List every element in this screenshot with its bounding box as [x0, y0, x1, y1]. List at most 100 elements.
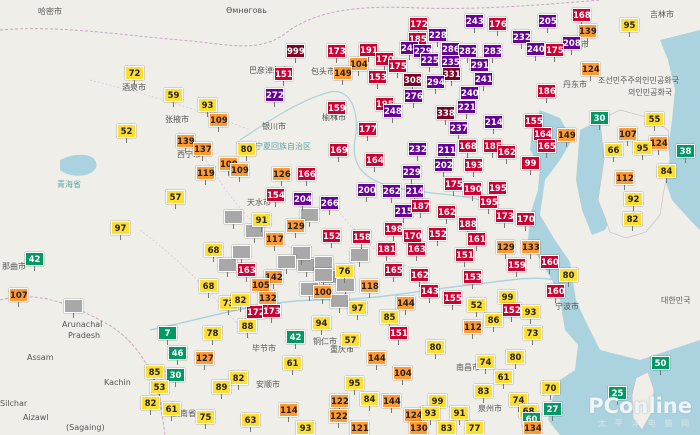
- station-marker[interactable]: 160: [540, 255, 559, 274]
- station-marker[interactable]: 66: [604, 143, 623, 162]
- station-marker[interactable]: 99: [521, 156, 540, 175]
- station-marker[interactable]: 262: [382, 184, 401, 203]
- station-marker[interactable]: 151: [389, 326, 408, 345]
- station-marker[interactable]: 143: [420, 284, 439, 303]
- station-marker[interactable]: 162: [497, 145, 516, 164]
- station-marker[interactable]: 283: [483, 44, 502, 63]
- station-marker[interactable]: 139: [176, 134, 195, 153]
- station-marker[interactable]: 112: [463, 320, 482, 339]
- station-marker[interactable]: 82: [623, 212, 642, 231]
- station-marker[interactable]: 232: [408, 142, 427, 161]
- station-marker[interactable]: 186: [537, 84, 556, 103]
- station-marker[interactable]: 117: [265, 232, 284, 251]
- station-marker[interactable]: 122: [329, 409, 348, 428]
- station-marker[interactable]: 76: [335, 264, 354, 283]
- station-marker[interactable]: 228: [428, 28, 447, 47]
- station-marker[interactable]: 187: [411, 199, 430, 218]
- station-marker[interactable]: 151: [274, 67, 293, 86]
- station-marker[interactable]: 63: [241, 413, 260, 432]
- station-marker[interactable]: 89: [212, 380, 231, 399]
- station-marker[interactable]: 237: [449, 121, 468, 140]
- station-marker[interactable]: 70: [541, 381, 560, 400]
- station-marker[interactable]: 202: [434, 158, 453, 177]
- station-marker[interactable]: 107: [9, 288, 28, 307]
- station-marker[interactable]: 80: [559, 268, 578, 287]
- station-marker[interactable]: 84: [657, 164, 676, 183]
- station-marker[interactable]: 59: [164, 88, 183, 107]
- station-marker[interactable]: 225: [420, 53, 439, 72]
- station-marker-nodata[interactable]: [292, 246, 311, 265]
- station-marker[interactable]: 83: [474, 384, 493, 403]
- station-marker[interactable]: 61: [162, 402, 181, 421]
- station-marker[interactable]: 190: [463, 182, 482, 201]
- station-marker[interactable]: 161: [467, 232, 486, 251]
- station-marker[interactable]: 114: [279, 403, 298, 422]
- station-marker[interactable]: 137: [193, 142, 212, 161]
- station-marker[interactable]: 175: [388, 59, 407, 78]
- station-marker[interactable]: 97: [348, 301, 367, 320]
- station-marker[interactable]: 52: [117, 124, 136, 143]
- station-marker[interactable]: 93: [296, 421, 315, 435]
- station-marker[interactable]: 91: [450, 406, 469, 425]
- station-marker[interactable]: 52: [467, 298, 486, 317]
- station-marker[interactable]: 95: [345, 376, 364, 395]
- station-marker[interactable]: 42: [25, 252, 44, 271]
- station-marker[interactable]: 331: [442, 67, 461, 86]
- station-marker[interactable]: 85: [145, 365, 164, 384]
- station-marker[interactable]: 93: [521, 305, 540, 324]
- station-marker[interactable]: 291: [470, 58, 489, 77]
- station-marker[interactable]: 168: [458, 139, 477, 158]
- station-marker[interactable]: 165: [384, 263, 403, 282]
- station-marker[interactable]: 61: [283, 356, 302, 375]
- station-marker[interactable]: 149: [333, 66, 352, 85]
- station-marker[interactable]: 221: [457, 100, 476, 119]
- station-marker[interactable]: 134: [523, 421, 542, 435]
- station-marker[interactable]: 188: [458, 217, 477, 236]
- station-marker[interactable]: 88: [238, 319, 257, 338]
- station-marker[interactable]: 195: [488, 181, 507, 200]
- station-marker[interactable]: 165: [537, 139, 556, 158]
- station-marker[interactable]: 168: [572, 8, 591, 27]
- station-marker[interactable]: 153: [463, 270, 482, 289]
- station-marker[interactable]: 175: [545, 43, 564, 62]
- station-marker[interactable]: 181: [377, 242, 396, 261]
- station-marker-nodata[interactable]: [232, 245, 251, 264]
- station-marker[interactable]: 92: [624, 192, 643, 211]
- station-marker[interactable]: 30: [590, 111, 609, 130]
- station-marker[interactable]: 282: [458, 44, 477, 63]
- station-marker[interactable]: 104: [393, 366, 412, 385]
- station-marker[interactable]: 85: [380, 310, 399, 329]
- station-marker[interactable]: 84: [360, 392, 379, 411]
- station-marker[interactable]: 83: [437, 421, 456, 435]
- station-marker[interactable]: 229: [402, 165, 421, 184]
- station-marker[interactable]: 999: [286, 44, 305, 63]
- station-marker[interactable]: 248: [383, 104, 402, 123]
- station-marker[interactable]: 25: [608, 386, 627, 405]
- station-marker[interactable]: 109: [230, 163, 249, 182]
- station-marker[interactable]: 80: [506, 350, 525, 369]
- station-marker-nodata[interactable]: [277, 255, 296, 274]
- station-marker[interactable]: 57: [166, 190, 185, 209]
- station-marker[interactable]: 132: [258, 291, 277, 310]
- station-marker[interactable]: 57: [341, 333, 360, 352]
- station-marker[interactable]: 95: [633, 141, 652, 160]
- station-marker[interactable]: 7: [158, 326, 177, 345]
- station-marker[interactable]: 176: [488, 17, 507, 36]
- station-marker[interactable]: 109: [209, 113, 228, 132]
- station-marker[interactable]: 129: [496, 240, 515, 259]
- station-marker[interactable]: 82: [231, 293, 250, 312]
- station-marker[interactable]: 94: [312, 316, 331, 335]
- station-marker[interactable]: 152: [322, 229, 341, 248]
- station-marker[interactable]: 208: [562, 36, 581, 55]
- station-marker[interactable]: 82: [141, 396, 160, 415]
- station-marker[interactable]: 130: [409, 421, 428, 435]
- station-marker[interactable]: 211: [437, 143, 456, 162]
- station-marker[interactable]: 42: [286, 330, 305, 349]
- station-marker-nodata[interactable]: [218, 258, 237, 277]
- station-marker[interactable]: 144: [396, 296, 415, 315]
- station-marker[interactable]: 163: [407, 242, 426, 261]
- station-marker[interactable]: 82: [229, 371, 248, 390]
- station-marker[interactable]: 122: [330, 394, 349, 413]
- station-marker[interactable]: 172: [409, 17, 428, 36]
- station-marker[interactable]: 240: [526, 42, 545, 61]
